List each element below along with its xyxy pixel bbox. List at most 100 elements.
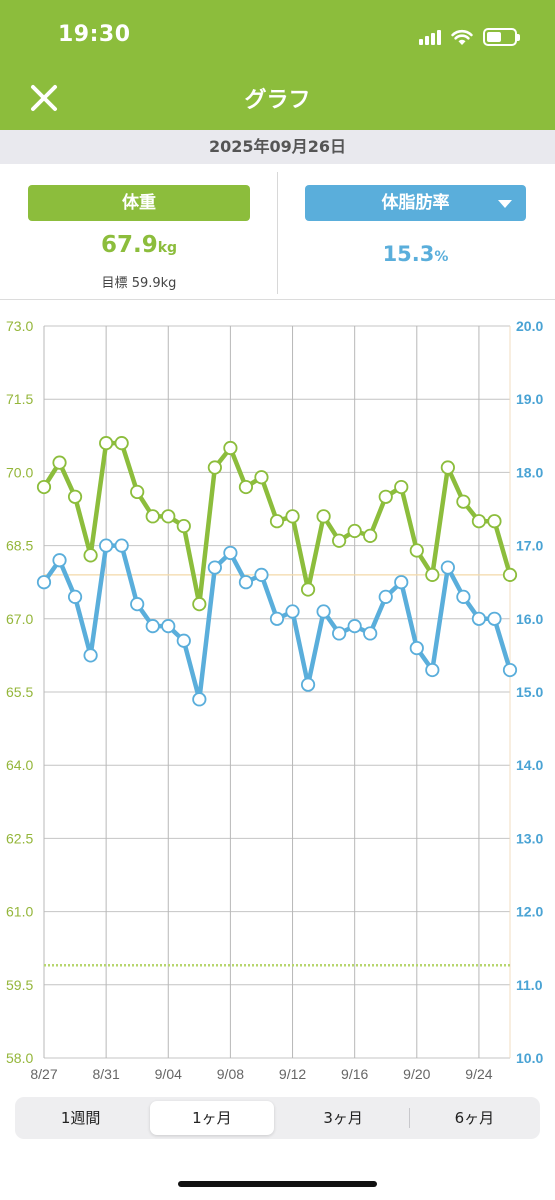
- body-fat-point: [99, 538, 114, 553]
- right-axis-tick-label: 19.0: [516, 391, 543, 407]
- body-fat-point: [254, 567, 269, 582]
- period-tab-1[interactable]: 1ヶ月: [150, 1101, 274, 1135]
- right-axis-tick-label: 15.0: [516, 684, 543, 700]
- body-fat-point: [238, 575, 254, 590]
- body-fat-point: [36, 575, 52, 590]
- metric-cards: 体重 67.9kg 目標 59.9kg 体脂肪率 15.3%: [0, 164, 555, 300]
- weight-point: [67, 489, 83, 504]
- body-fat-unit: %: [434, 249, 449, 265]
- left-axis-tick-label: 62.5: [6, 830, 33, 846]
- body-fat-point: [176, 633, 191, 648]
- weight-bodyfat-chart: 58.0 59.5 61.0 62.5 64.0 65.5 67.0 68.5 70.0 71.5…: [6, 318, 543, 1082]
- right-axis-tick-label: 18.0: [516, 464, 543, 480]
- weight-point: [36, 479, 52, 495]
- weight-point: [502, 567, 518, 582]
- left-axis-tick-label: 61.0: [6, 904, 33, 920]
- left-axis-tick-label: 73.0: [6, 318, 33, 334]
- body-fat-point: [83, 648, 98, 663]
- page-title: グラフ: [244, 88, 311, 113]
- body-fat-point: [207, 560, 222, 575]
- body-fat-number: 15.3: [382, 242, 435, 266]
- body-fat-point: [161, 619, 176, 634]
- body-fat-point: [114, 538, 129, 553]
- chart-series: [36, 436, 518, 707]
- body-fat-point: [269, 611, 285, 626]
- x-axis-tick-label: 9/04: [155, 1066, 182, 1082]
- period-tab-3[interactable]: 6ヶ月: [454, 1109, 495, 1127]
- right-axis-tick-label: 13.0: [516, 830, 543, 846]
- left-axis-tick-label: 67.0: [6, 611, 33, 627]
- weight-point: [192, 597, 207, 612]
- body-fat-point: [67, 589, 83, 604]
- weight-point: [145, 509, 160, 524]
- body-fat-point: [52, 553, 67, 568]
- weight-point: [394, 479, 409, 495]
- right-axis-tick-label: 10.0: [516, 1050, 543, 1066]
- left-axis-tick-label: 65.5: [6, 684, 33, 700]
- body-fat-point: [192, 692, 207, 707]
- weight-point: [456, 494, 471, 509]
- weight-unit: kg: [157, 240, 178, 256]
- x-axis-tick-label: 9/12: [279, 1066, 306, 1082]
- battery-icon: [483, 28, 520, 46]
- body-fat-point: [487, 611, 502, 626]
- weight-point: [52, 455, 67, 470]
- weight-point: [378, 489, 393, 504]
- status-icons: [419, 26, 520, 48]
- period-tab-2[interactable]: 3ヶ月: [323, 1109, 363, 1127]
- x-axis-tick-label: 9/24: [465, 1066, 492, 1082]
- weight-point: [99, 436, 114, 451]
- right-axis-tick-label: 14.0: [516, 757, 543, 773]
- weight-point: [440, 460, 455, 475]
- close-icon: [31, 85, 57, 111]
- weight-tab-button[interactable]: 体重: [28, 185, 250, 221]
- body-fat-point: [378, 589, 393, 604]
- weight-point: [83, 548, 98, 563]
- weight-value: 67.9kg: [28, 232, 250, 258]
- x-axis-tick-label: 9/20: [403, 1066, 430, 1082]
- body-fat-point: [130, 597, 145, 612]
- weight-point: [207, 460, 222, 475]
- chevron-down-icon: [498, 200, 512, 208]
- left-axis-tick-label: 68.5: [6, 538, 33, 554]
- period-selector: 1週間 1ヶ月 3ヶ月 6ヶ月: [15, 1097, 540, 1139]
- weight-point: [471, 514, 487, 529]
- body-fat-point: [363, 626, 378, 641]
- weight-point: [254, 470, 269, 485]
- body-fat-point: [440, 560, 455, 575]
- body-fat-point: [502, 662, 518, 678]
- chart-grid: [43, 325, 511, 1059]
- weight-point: [176, 518, 191, 534]
- weight-point: [238, 479, 254, 495]
- top-bar: 19:30 グラフ: [0, 0, 555, 130]
- x-axis-tick-label: 8/31: [93, 1066, 120, 1082]
- body-fat-point: [300, 677, 316, 692]
- chart-axes: 58.0 59.5 61.0 62.5 64.0 65.5 67.0 68.5 70.0 71.5…: [6, 318, 543, 1082]
- period-separator: [408, 1108, 410, 1128]
- home-indicator: [178, 1181, 377, 1187]
- goal-value: 59.9kg: [131, 276, 177, 291]
- x-axis-tick-label: 9/08: [217, 1066, 244, 1082]
- weight-point: [409, 543, 424, 558]
- goal-weight: 目標 59.9kg: [28, 272, 250, 291]
- card-divider: [277, 172, 278, 294]
- body-fat-point: [456, 589, 471, 604]
- right-axis-tick-label: 17.0: [516, 538, 543, 554]
- weight-point: [269, 514, 285, 529]
- right-axis-tick-label: 12.0: [516, 904, 543, 920]
- weight-point: [425, 567, 440, 582]
- weight-point: [363, 528, 378, 543]
- body-fat-point: [145, 619, 160, 634]
- left-axis-tick-label: 70.0: [6, 464, 33, 480]
- date-label: 2025年09月26日: [0, 130, 555, 164]
- weight-point: [300, 582, 316, 597]
- body-fat-dropdown[interactable]: 体脂肪率: [305, 185, 526, 221]
- right-axis-tick-label: 16.0: [516, 611, 543, 627]
- right-axis-tick-label: 20.0: [516, 318, 543, 334]
- close-button[interactable]: [26, 80, 62, 116]
- weight-point: [161, 509, 176, 524]
- status-time: 19:30: [58, 22, 131, 47]
- body-fat-point: [285, 604, 300, 619]
- period-tab-0[interactable]: 1週間: [60, 1109, 101, 1127]
- body-fat-point: [316, 604, 331, 619]
